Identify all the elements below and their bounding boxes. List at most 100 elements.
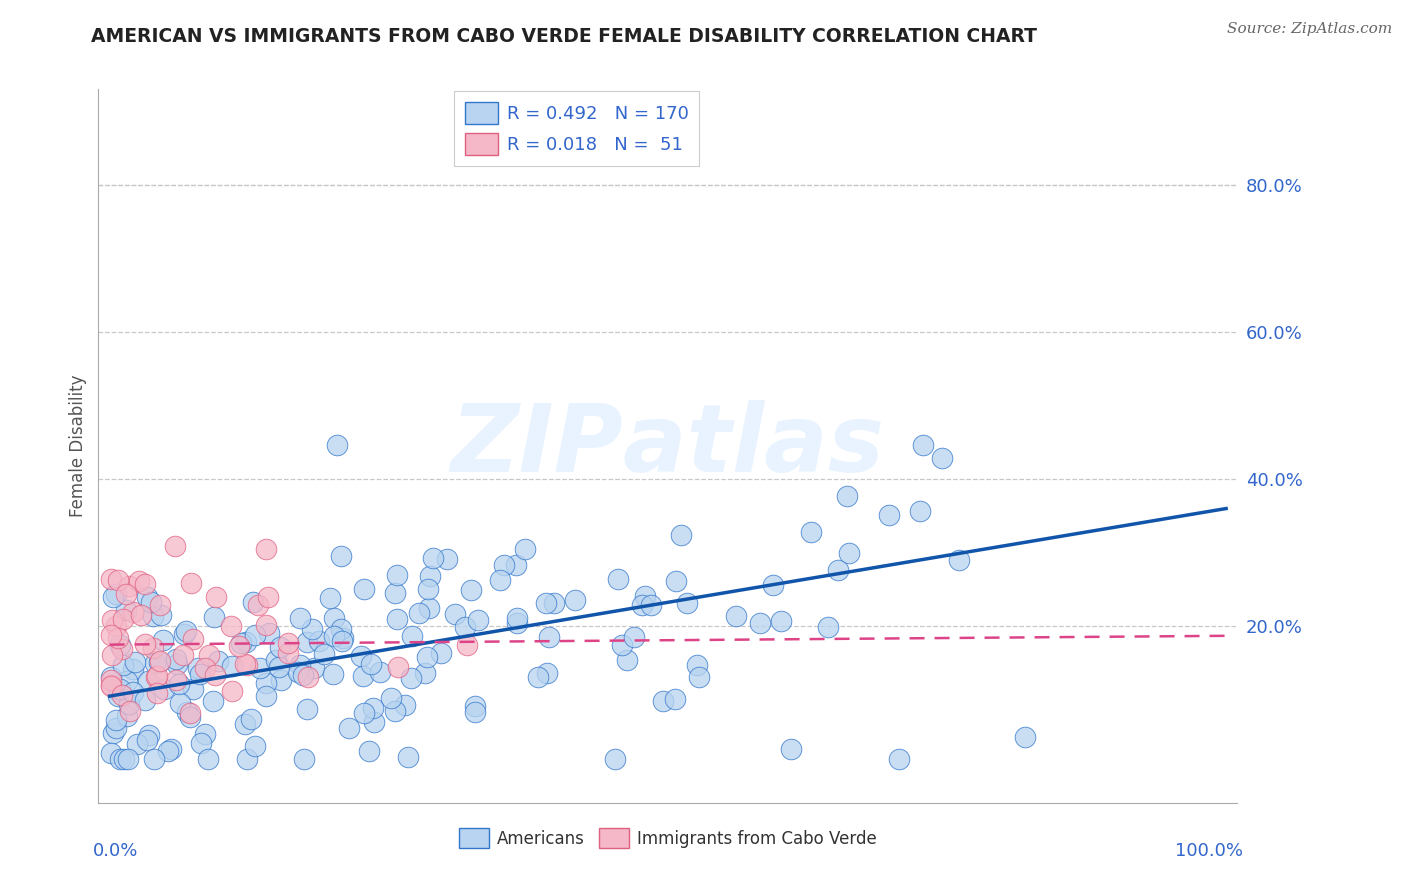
Point: [136, 590, 159, 604]
Point: [152, 632, 174, 647]
Point: [233, 716, 256, 731]
Text: Source: ZipAtlas.com: Source: ZipAtlas.com: [1226, 22, 1392, 37]
Point: [384, 586, 406, 600]
Point: [401, 629, 423, 643]
Point: [931, 450, 953, 465]
Point: [112, 752, 135, 766]
Point: [174, 624, 197, 638]
Point: [143, 656, 166, 670]
Point: [453, 620, 475, 634]
Point: [145, 686, 167, 700]
Point: [100, 572, 122, 586]
Point: [207, 654, 229, 668]
Point: [623, 630, 645, 644]
Point: [115, 603, 138, 617]
Point: [332, 632, 354, 646]
Point: [359, 744, 381, 758]
Point: [534, 596, 557, 610]
Point: [631, 599, 654, 613]
Point: [100, 746, 122, 760]
Point: [664, 691, 686, 706]
Point: [910, 504, 932, 518]
Point: [264, 653, 287, 667]
Point: [188, 667, 211, 681]
Point: [384, 704, 406, 718]
Point: [725, 609, 748, 624]
Point: [385, 612, 408, 626]
Point: [110, 682, 132, 697]
Point: [141, 595, 163, 609]
Point: [467, 613, 489, 627]
Point: [337, 721, 360, 735]
Point: [228, 639, 250, 653]
Point: [564, 592, 586, 607]
Point: [257, 591, 280, 605]
Point: [202, 610, 225, 624]
Point: [101, 591, 124, 605]
Point: [153, 681, 176, 696]
Point: [492, 558, 515, 573]
Point: [270, 673, 292, 688]
Point: [436, 552, 458, 566]
Point: [363, 700, 385, 714]
Point: [269, 660, 291, 674]
Point: [107, 631, 129, 645]
Point: [194, 661, 217, 675]
Point: [464, 699, 486, 714]
Point: [117, 752, 139, 766]
Point: [254, 542, 277, 557]
Point: [322, 666, 344, 681]
Point: [838, 547, 860, 561]
Point: [827, 563, 849, 577]
Point: [134, 577, 156, 591]
Point: [190, 736, 212, 750]
Point: [149, 655, 172, 669]
Legend: Americans, Immigrants from Cabo Verde: Americans, Immigrants from Cabo Verde: [453, 822, 883, 855]
Point: [169, 696, 191, 710]
Point: [489, 573, 512, 587]
Point: [430, 646, 453, 660]
Point: [418, 600, 440, 615]
Point: [291, 667, 314, 681]
Point: [138, 674, 160, 689]
Point: [167, 677, 190, 691]
Point: [416, 650, 439, 665]
Point: [249, 661, 271, 675]
Point: [353, 706, 375, 721]
Point: [160, 742, 183, 756]
Point: [675, 596, 697, 610]
Text: 100.0%: 100.0%: [1175, 842, 1243, 860]
Point: [129, 608, 152, 623]
Point: [146, 668, 169, 682]
Point: [115, 709, 138, 723]
Point: [269, 640, 291, 655]
Point: [134, 637, 156, 651]
Point: [536, 666, 558, 681]
Point: [115, 587, 138, 601]
Point: [121, 605, 143, 619]
Point: [652, 694, 675, 708]
Point: [221, 684, 243, 698]
Point: [138, 728, 160, 742]
Point: [330, 549, 353, 564]
Point: [664, 574, 686, 589]
Point: [202, 694, 225, 708]
Point: [460, 583, 482, 598]
Point: [136, 732, 159, 747]
Point: [464, 705, 486, 719]
Point: [385, 567, 408, 582]
Point: [394, 698, 416, 713]
Point: [380, 691, 402, 706]
Point: [142, 752, 165, 766]
Point: [505, 558, 527, 573]
Point: [104, 721, 127, 735]
Point: [817, 620, 839, 634]
Point: [107, 574, 129, 588]
Point: [145, 670, 167, 684]
Point: [187, 661, 209, 675]
Point: [292, 752, 315, 766]
Point: [100, 648, 122, 662]
Point: [330, 633, 353, 648]
Point: [105, 619, 128, 633]
Point: [148, 655, 170, 669]
